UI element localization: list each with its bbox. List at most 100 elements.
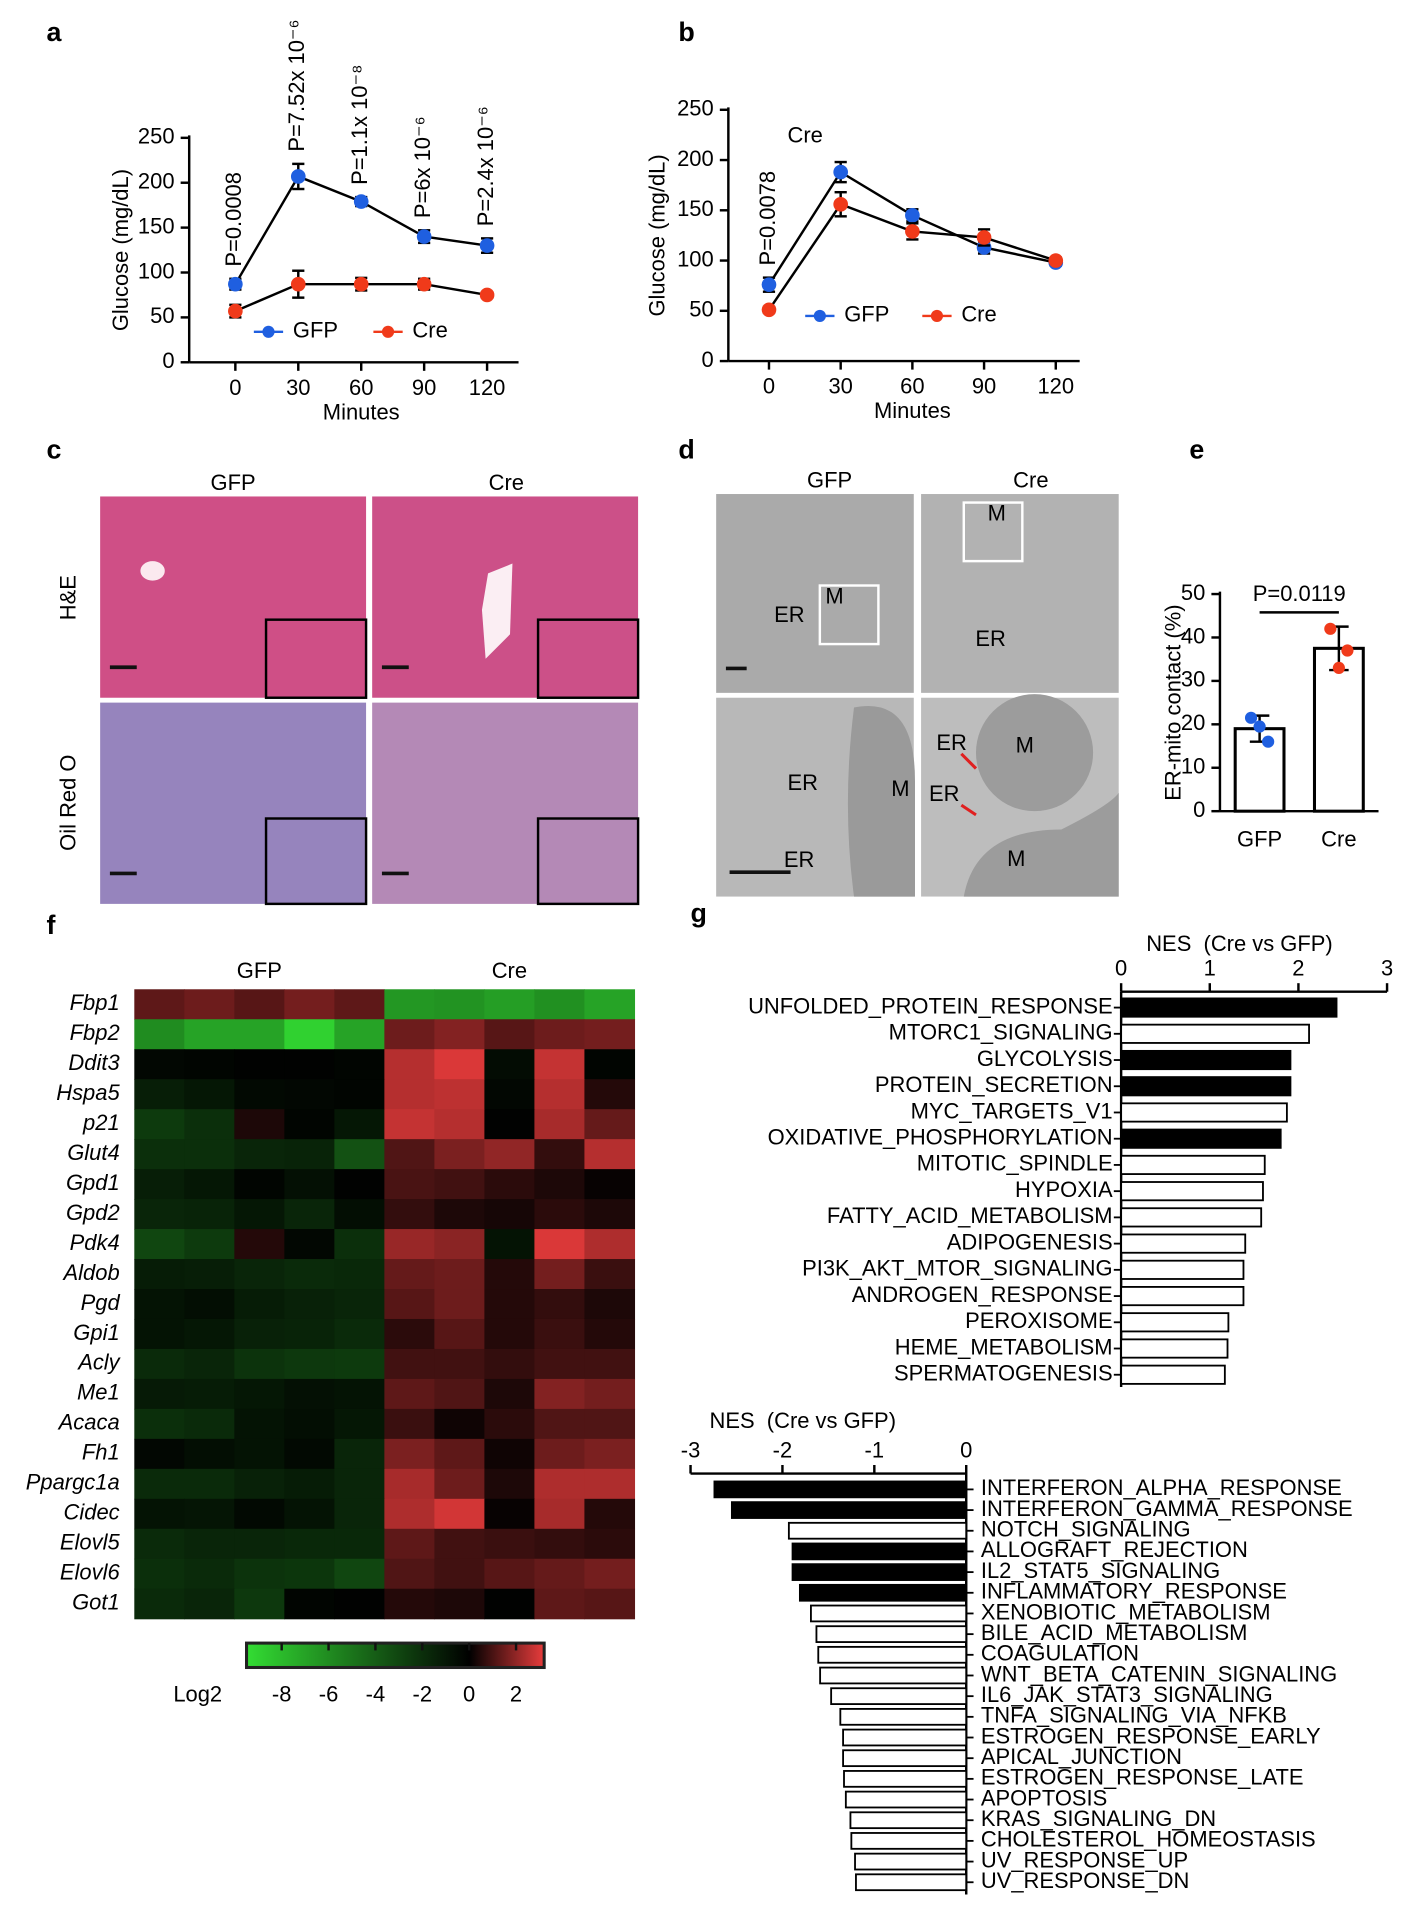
bar xyxy=(791,1563,968,1581)
heatmap-cell xyxy=(434,1558,486,1590)
heatmap-cell xyxy=(184,1438,235,1470)
heatmap-cell xyxy=(134,1259,185,1290)
heatmap-cell xyxy=(384,1199,435,1230)
colorbar-label: Log2 xyxy=(173,1681,222,1706)
y-tick-label: 20 xyxy=(1181,710,1205,735)
annotation: P=1.1x 10⁻⁸ xyxy=(347,65,372,185)
category-label: ESTROGEN_RESPONSE_LATE xyxy=(981,1765,1304,1790)
x-tick-label: 30 xyxy=(828,374,852,399)
heatmap-cell xyxy=(284,1498,335,1530)
heatmap-cell xyxy=(384,1259,435,1290)
heatmap-cell xyxy=(584,1528,636,1560)
category-label: ESTROGEN_RESPONSE_EARLY xyxy=(981,1723,1321,1748)
x-axis-label: Minutes xyxy=(874,398,951,423)
row-label: Gpd1 xyxy=(66,1170,120,1195)
heatmap-cell xyxy=(434,1318,486,1350)
panel-label: b xyxy=(678,17,694,47)
bar xyxy=(842,1728,968,1747)
heatmap-cell xyxy=(134,1468,185,1500)
heatmap-cell xyxy=(334,989,385,1020)
heatmap-cell xyxy=(184,1289,235,1320)
heatmap-cell xyxy=(284,1378,335,1410)
x-tick-label: 2 xyxy=(1292,956,1304,981)
row-label: Pgd xyxy=(81,1290,121,1315)
heatmap-cell xyxy=(134,1348,185,1380)
x-tick-label: -3 xyxy=(681,1437,701,1462)
heatmap-cell xyxy=(384,1318,435,1350)
heatmap-cell xyxy=(184,1318,235,1350)
heatmap-cell xyxy=(584,1049,636,1080)
vessel xyxy=(140,561,165,581)
y-axis-label: Glucose (mg/dL) xyxy=(645,154,670,316)
x-tick-label: 60 xyxy=(349,375,373,400)
row-label: Glut4 xyxy=(67,1140,119,1165)
bar xyxy=(1120,1285,1245,1307)
heatmap-cell xyxy=(384,1019,435,1050)
heatmap-cell xyxy=(534,1558,586,1590)
em-label: ER xyxy=(936,730,966,755)
colorbar-tick-label: -6 xyxy=(319,1681,339,1706)
heatmap-cell xyxy=(584,1199,636,1230)
bar xyxy=(1120,1259,1245,1280)
row-label: Acaca xyxy=(57,1410,120,1435)
y-tick-label: 30 xyxy=(1181,667,1205,692)
legend-label: GFP xyxy=(844,302,889,327)
bar xyxy=(844,1790,968,1809)
heatmap-cell xyxy=(484,1438,536,1470)
annotation: P=6x 10⁻⁶ xyxy=(410,116,435,218)
x-tick-label: Cre xyxy=(1321,826,1356,851)
heatmap-cell xyxy=(584,1468,636,1500)
category-label: KRAS_SIGNALING_DN xyxy=(981,1806,1216,1831)
heatmap-cell xyxy=(234,1109,285,1140)
bar xyxy=(839,1707,968,1726)
legend-label: GFP xyxy=(293,318,338,343)
legend-marker xyxy=(813,309,826,323)
heatmap-cell xyxy=(534,1139,586,1170)
mitochondrion xyxy=(963,792,1119,897)
panel-label: e xyxy=(1189,434,1204,464)
bar xyxy=(1120,1154,1266,1175)
y-axis-label: ER-mito contact (%) xyxy=(1161,604,1186,800)
x-tick-label: 0 xyxy=(1115,956,1127,981)
heatmap-cell xyxy=(584,1408,636,1440)
heatmap-cell xyxy=(284,1289,335,1320)
colorbar-tick-label: 2 xyxy=(510,1681,522,1706)
marker xyxy=(1048,253,1064,268)
heatmap-cell xyxy=(134,1109,185,1140)
x-tick-label: 30 xyxy=(286,375,310,400)
heatmap-cell xyxy=(384,1079,435,1110)
heatmap-cell xyxy=(184,1558,235,1590)
data-point xyxy=(1324,622,1337,635)
bar xyxy=(1120,1128,1282,1149)
heatmap-cell xyxy=(534,1318,586,1350)
heatmap-cell xyxy=(234,1139,285,1170)
heatmap-cell xyxy=(234,1049,285,1080)
category-label: PI3K_AKT_MTOR_SIGNALING xyxy=(802,1256,1112,1281)
heatmap-cell xyxy=(584,1289,636,1320)
heatmap-cell xyxy=(484,1558,536,1590)
bar xyxy=(1120,1364,1226,1385)
y-tick-label: 50 xyxy=(150,303,174,328)
heatmap-cell xyxy=(484,1468,536,1500)
chart-title: Cre xyxy=(788,122,823,147)
heatmap-cell xyxy=(484,1408,536,1440)
row-label: Oil Red O xyxy=(55,754,80,850)
y-tick-label: 100 xyxy=(138,258,175,283)
heatmap-cell xyxy=(484,1049,536,1080)
heatmap-cell xyxy=(434,1438,486,1470)
heatmap-cell xyxy=(184,1588,235,1620)
heatmap-cell xyxy=(134,1408,185,1440)
heatmap-cell xyxy=(334,1139,385,1170)
marker xyxy=(905,224,920,239)
bar xyxy=(830,1687,968,1706)
heatmap-cell xyxy=(584,1109,636,1140)
heatmap-cell xyxy=(384,1468,435,1500)
heatmap-cell xyxy=(584,1139,636,1170)
group-label: Cre xyxy=(492,958,527,983)
em-label: M xyxy=(825,584,843,609)
bar xyxy=(1120,1181,1264,1202)
heatmap-cell xyxy=(334,1289,385,1320)
bar xyxy=(1120,1233,1247,1254)
category-label: INTERFERON_GAMMA_RESPONSE xyxy=(981,1496,1353,1521)
